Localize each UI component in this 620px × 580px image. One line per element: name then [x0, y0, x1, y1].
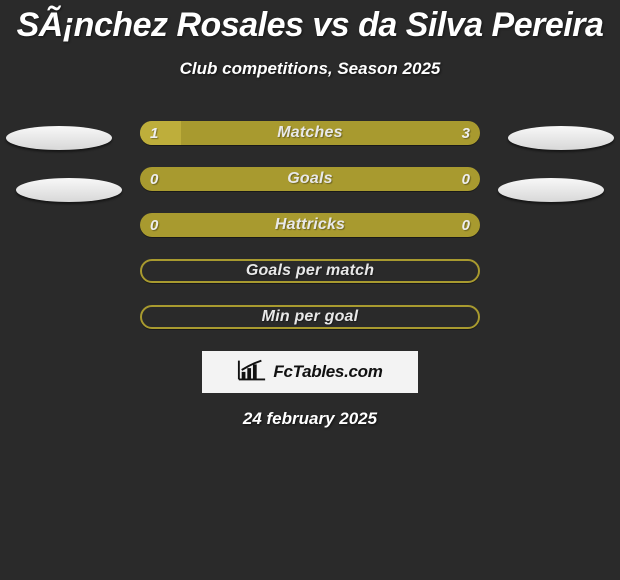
stat-label: Min per goal — [142, 307, 478, 327]
stat-label: Hattricks — [140, 213, 480, 237]
stats-rows: 13Matches 00Goals 00Hattricks Goals per mat… — [0, 121, 620, 329]
stat-bar: Min per goal — [140, 305, 480, 329]
logo-chart-icon — [237, 358, 267, 387]
page-title: SÃ¡nchez Rosales vs da Silva Pereira — [0, 0, 620, 45]
date-label: 24 february 2025 — [0, 409, 620, 429]
page-subtitle: Club competitions, Season 2025 — [0, 59, 620, 79]
stat-bar: 13Matches — [140, 121, 480, 145]
stat-bar: Goals per match — [140, 259, 480, 283]
stat-label: Goals per match — [142, 261, 478, 281]
stat-bar: 00Goals — [140, 167, 480, 191]
stat-bar: 00Hattricks — [140, 213, 480, 237]
logo-text: FcTables.com — [273, 362, 382, 382]
logo-box: FcTables.com — [202, 351, 418, 393]
stat-label: Goals — [140, 167, 480, 191]
stat-row: 00Goals — [0, 167, 620, 191]
stat-row: Min per goal — [0, 305, 620, 329]
stat-label: Matches — [140, 121, 480, 145]
stat-row: 00Hattricks — [0, 213, 620, 237]
stat-row: Goals per match — [0, 259, 620, 283]
stat-row: 13Matches — [0, 121, 620, 145]
